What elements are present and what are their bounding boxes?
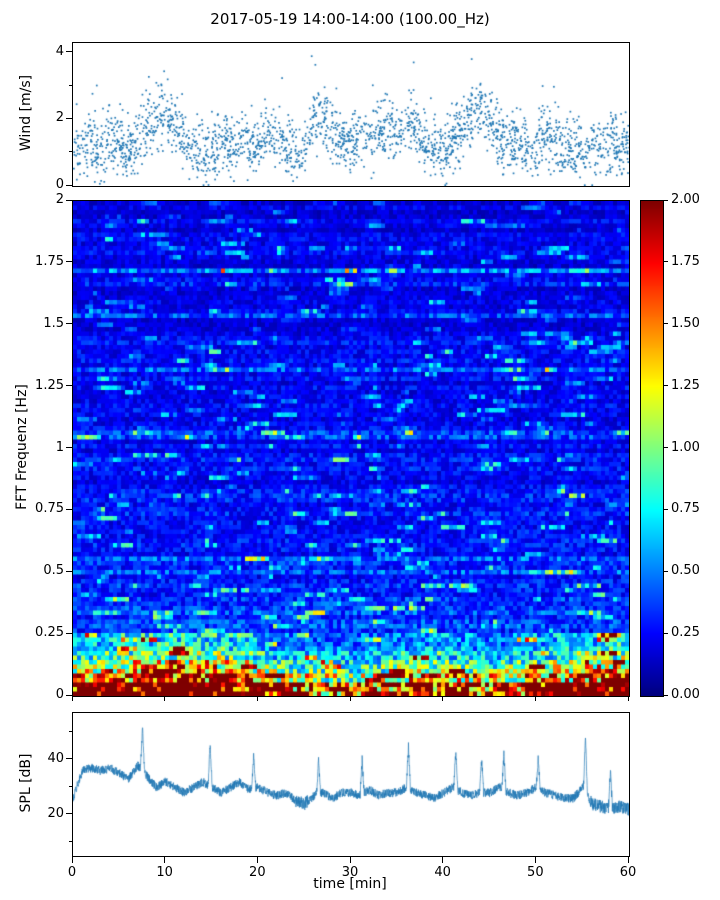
y-tick-mark xyxy=(66,261,72,263)
spectrogram-canvas xyxy=(73,201,629,696)
colorbar xyxy=(640,200,664,697)
y-tick-mark xyxy=(66,117,72,119)
colorbar-tick-mark xyxy=(663,694,668,696)
colorbar-tick-mark xyxy=(663,447,668,448)
y-tick-label: 1.75 xyxy=(35,253,64,269)
y-tick-label: 1.25 xyxy=(35,377,64,393)
colorbar-tick-label: 1.50 xyxy=(671,315,700,331)
x-tick-label: 40 xyxy=(434,865,451,880)
x-tick-label: 50 xyxy=(527,865,544,880)
y-tick-mark xyxy=(66,694,72,696)
colorbar-tick-mark xyxy=(663,261,668,263)
x-tick-mark xyxy=(627,857,629,863)
y-tick-label: 1.5 xyxy=(43,315,64,331)
y-tick-label: 0 xyxy=(55,687,64,702)
chart-title: 2017-05-19 14:00-14:00 (100.00_Hz) xyxy=(210,10,490,28)
y-tick-mark xyxy=(66,199,72,201)
colorbar-tick-label: 0.00 xyxy=(671,687,700,702)
x-tick-mark xyxy=(442,857,444,863)
spectrogram-axes xyxy=(72,200,630,697)
colorbar-tick-mark xyxy=(663,323,668,325)
spl-line-canvas xyxy=(73,713,629,856)
colorbar-tick-mark xyxy=(663,570,668,572)
colorbar-canvas xyxy=(641,201,663,696)
y-tick-mark xyxy=(66,632,72,634)
spec-x-tick-mark xyxy=(164,697,166,701)
y-tick-mark xyxy=(66,323,72,325)
y-tick-mark xyxy=(66,813,72,815)
y-tick-mark xyxy=(66,51,72,53)
spec-x-tick-mark xyxy=(256,697,258,701)
spec-x-tick-mark xyxy=(442,697,444,701)
colorbar-tick-mark xyxy=(663,632,668,634)
spec-x-tick-mark xyxy=(627,697,629,701)
colorbar-tick-mark xyxy=(663,508,668,510)
y-tick-label: 4 xyxy=(55,43,64,59)
y-tick-mark xyxy=(66,570,72,572)
y-minor-tick-mark xyxy=(69,84,72,86)
x-tick-mark xyxy=(256,857,258,863)
x-axis-label: time [min] xyxy=(313,876,387,892)
y-tick-label: 2 xyxy=(55,110,64,126)
y-tick-mark xyxy=(66,758,72,760)
spec-x-tick-mark xyxy=(71,697,73,701)
y-tick-mark xyxy=(66,184,72,186)
y-tick-label: 0.75 xyxy=(35,501,64,517)
y-tick-label: 20 xyxy=(47,805,64,821)
y-minor-tick-mark xyxy=(69,151,72,153)
wind-scatter-canvas xyxy=(73,43,629,186)
y-tick-label: 0.25 xyxy=(35,625,64,641)
colorbar-tick-mark xyxy=(663,385,668,387)
y-tick-label: 0 xyxy=(55,177,64,192)
spec-x-tick-mark xyxy=(534,697,536,701)
y-tick-label: 2 xyxy=(55,192,64,207)
x-tick-mark xyxy=(534,857,536,863)
y-minor-tick-mark xyxy=(69,730,72,732)
y-minor-tick-mark xyxy=(69,785,72,787)
x-tick-label: 0 xyxy=(67,865,77,880)
x-tick-label: 30 xyxy=(341,865,359,880)
colorbar-tick-label: 2.00 xyxy=(671,192,700,207)
y-minor-tick-mark xyxy=(69,840,72,842)
colorbar-tick-label: 1.75 xyxy=(671,253,700,269)
colorbar-tick-mark xyxy=(663,199,668,201)
colorbar-tick-label: 0.75 xyxy=(671,501,700,517)
x-tick-mark xyxy=(71,857,73,863)
y-tick-label: 40 xyxy=(47,750,64,766)
colorbar-tick-label: 1.25 xyxy=(671,377,700,393)
y-tick-label: 0.5 xyxy=(43,563,64,579)
wind-scatter-axes xyxy=(72,42,630,187)
x-tick-mark xyxy=(349,857,351,863)
y-tick-label: 1 xyxy=(55,439,64,455)
colorbar-tick-label: 0.50 xyxy=(671,563,700,579)
spl-line-axes xyxy=(72,712,630,857)
y-tick-mark xyxy=(66,385,72,387)
x-tick-mark xyxy=(164,857,166,863)
spec-x-tick-mark xyxy=(349,697,351,701)
y-tick-mark xyxy=(66,447,72,448)
x-tick-label: 60 xyxy=(619,865,637,880)
colorbar-tick-label: 1.00 xyxy=(671,439,700,455)
colorbar-tick-label: 0.25 xyxy=(671,625,700,641)
x-tick-label: 20 xyxy=(249,865,266,880)
x-tick-label: 10 xyxy=(156,865,173,880)
y-tick-mark xyxy=(66,508,72,510)
